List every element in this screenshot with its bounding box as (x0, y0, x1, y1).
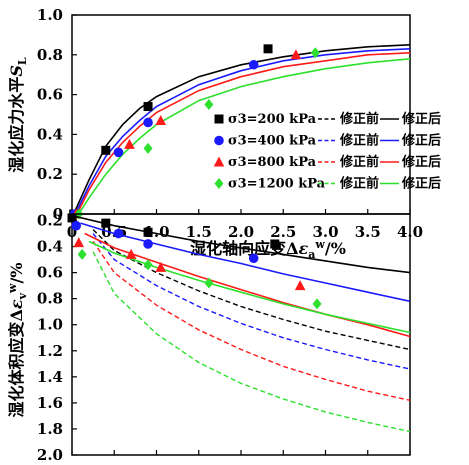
top-curve-after (74, 48, 411, 215)
legend-before-label: 修正前 (339, 154, 379, 170)
bottom-data-point (73, 237, 85, 248)
top-y-tick-label: 0.2 (37, 165, 63, 183)
top-data-point (124, 138, 135, 149)
top-data-point (310, 47, 320, 59)
bottom-y-tick-label: 2.0 (37, 446, 63, 464)
top-data-point (143, 142, 153, 154)
legend-marker (214, 135, 224, 146)
bottom-data-point (143, 239, 153, 249)
bottom-y-tick-label: 1.6 (37, 394, 63, 412)
legend-marker (213, 156, 225, 167)
legend-marker (214, 178, 224, 189)
bottom-data-point (125, 248, 137, 259)
bottom-data-point (143, 227, 153, 237)
bottom-data-point (312, 298, 322, 310)
legend-after-label: 修正后 (401, 111, 441, 127)
legend-before-label: 修正前 (339, 176, 379, 192)
bottom-data-point (155, 261, 167, 272)
top-data-point (204, 99, 214, 111)
legend-before-label: 修正前 (339, 133, 379, 149)
bottom-y-tick-label: 0.4 (37, 238, 63, 256)
top-data-point (143, 102, 153, 112)
top-curve-after (76, 52, 411, 215)
x-tick-label: 2.0 (228, 223, 254, 241)
legend-series-label: σ3=200 kPa (228, 112, 317, 127)
bottom-data-point (67, 213, 77, 223)
x-tick-label: 3.0 (312, 223, 338, 241)
x-tick-label: 1.5 (186, 223, 212, 241)
top-data-point (155, 114, 167, 125)
legend-before-label: 修正前 (339, 111, 379, 127)
bottom-y-tick-label: 1.4 (37, 368, 63, 386)
legend-marker (214, 114, 224, 124)
bottom-data-point (113, 228, 124, 239)
bottom-curve-after (76, 215, 411, 274)
top-curve-after (78, 58, 411, 215)
legend-after-label: 修正后 (401, 133, 441, 149)
bottom-y-tick-label: 0.6 (37, 264, 63, 282)
bottom-data-point (101, 218, 111, 228)
top-y-tick-label: 0.8 (37, 46, 63, 64)
top-y-tick-label: 0 (53, 205, 63, 223)
bottom-data-point (248, 253, 259, 264)
bottom-curve-before (92, 233, 411, 370)
bottom-data-point (204, 277, 214, 289)
bottom-curve-before (92, 251, 411, 433)
bottom-curve-layer (76, 215, 411, 433)
bottom-data-point (77, 248, 87, 260)
x-axis-title: 湿化轴向应变Δεaw/% (189, 238, 346, 261)
x-tick-label: 2.5 (270, 223, 296, 241)
bottom-y-axis-title: 湿化体积应变Δεvw/% (6, 262, 29, 418)
top-y-tick-label: 0.6 (37, 86, 63, 104)
legend-series-label: σ3=1200 kPa (228, 177, 326, 192)
bottom-y-tick-label: 0.8 (37, 290, 63, 308)
top-y-axis-title: 湿化应力水平SL (7, 57, 29, 174)
bottom-curve-before (92, 229, 411, 351)
bottom-point-layer (67, 213, 322, 310)
bottom-y-tick-label: 1.2 (37, 342, 63, 360)
top-y-tick-label: 1.0 (37, 6, 63, 24)
bottom-curve-after (80, 222, 411, 303)
bottom-curve-before (92, 241, 411, 401)
bottom-curve-after (84, 232, 411, 338)
legend-after-label: 修正后 (401, 154, 441, 170)
bottom-tick-layer: 0.2 0.4 0.6 0.8 1.0 1.2 1.4 1.6 1.8 2.0 (37, 212, 411, 464)
top-data-point (143, 117, 153, 128)
top-data-point (113, 147, 124, 158)
legend-after-label: 修正后 (401, 176, 441, 192)
bottom-panel: 0.2 0.4 0.6 0.8 1.0 1.2 1.4 1.6 1.8 2.0 湿化体积应变Δεv… (6, 212, 411, 464)
top-data-point (101, 145, 111, 155)
top-y-tick-label: 0.4 (37, 125, 63, 143)
x-tick-label: 3.5 (355, 223, 381, 241)
legend-series-label: σ3=400 kPa (228, 134, 317, 149)
bottom-y-tick-label: 1.8 (37, 420, 63, 438)
bottom-y-tick-label: 1.0 (37, 316, 63, 334)
top-data-point (263, 44, 273, 54)
top-data-point (248, 59, 259, 70)
bottom-data-point (294, 280, 306, 291)
bottom-data-point (143, 259, 153, 271)
top-data-point (290, 49, 302, 60)
bottom-data-point (71, 220, 82, 231)
legend-series-label: σ3=800 kPa (228, 155, 317, 170)
bottom-data-point (270, 239, 280, 249)
bottom-y-tick-label: 0.2 (37, 212, 63, 230)
top-point-layer (69, 44, 320, 220)
